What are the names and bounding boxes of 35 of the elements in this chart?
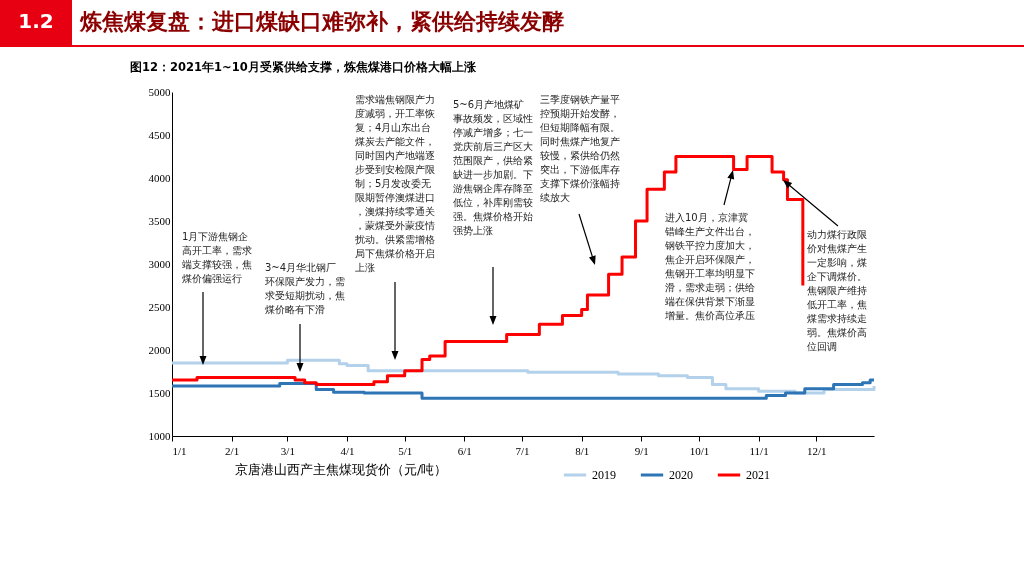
y-tick-label: 5000 bbox=[148, 85, 171, 98]
x-tick-label: 6/1 bbox=[457, 444, 472, 457]
annotation: 1月下游焦钢企高开工率，需求端支撑较强，焦煤价偏强运行 bbox=[182, 231, 252, 284]
chart-subtitle: 图12：2021年1~10月受紧供给支撑，炼焦煤港口价格大幅上涨 bbox=[130, 60, 477, 74]
x-tick-label: 4/1 bbox=[340, 444, 355, 457]
x-tick-label: 1/1 bbox=[172, 444, 187, 457]
y-tick-label: 3000 bbox=[148, 257, 171, 270]
legend-label: 2021 bbox=[746, 468, 770, 482]
x-axis-title: 京唐港山西产主焦煤现货价（元/吨） bbox=[235, 462, 448, 477]
x-tick-label: 11/1 bbox=[749, 444, 769, 457]
y-tick-label: 2000 bbox=[148, 343, 171, 356]
x-tick-label: 3/1 bbox=[280, 444, 295, 457]
x-tick-label: 8/1 bbox=[575, 444, 590, 457]
text: 1.2 bbox=[18, 9, 54, 33]
x-tick-label: 10/1 bbox=[689, 444, 710, 457]
annotation: 进入10月，京津冀错峰生产文件出台，钢铁平控力度加大，焦企开启环保限产，焦钢开工率均明显下滑，需求走弱；供给端在保供背景下渐显增量。焦价高位承压 bbox=[664, 212, 755, 321]
text: 5~6月产地煤矿事故频发，区域性停减产增多；七一党庆前后三产区大范围限产，供给紧缺进一步加剧。下游焦钢企库存降至低位，补库刚需较强。焦煤价格开始强势上涨 bbox=[453, 99, 533, 236]
annotation: 三季度钢铁产量平控预期开始发酵，但短期降幅有限。同时焦煤产地复产较慢，紧供给仍然突出，下游低库存支撑下煤价涨幅持续放大 bbox=[540, 94, 620, 203]
y-tick-label: 4500 bbox=[148, 128, 171, 141]
legend-label: 2020 bbox=[669, 468, 693, 482]
y-tick-label: 1500 bbox=[148, 386, 171, 399]
y-tick-label: 3500 bbox=[148, 214, 171, 227]
x-tick-label: 7/1 bbox=[515, 444, 530, 457]
x-tick-label: 9/1 bbox=[634, 444, 649, 457]
y-tick-label: 2500 bbox=[148, 300, 171, 313]
annotation: 3~4月华北钢厂环保限产发力，需求受短期扰动，焦煤价略有下滑 bbox=[265, 262, 345, 315]
text: 需求端焦钢限产力度减弱，开工率恢复；4月山东出台煤炭去产能文件，同时国内产地端逐步受到安检限产限制；5月发改委无限期暂停澳煤进口，澳煤持续零通关，蒙煤受外蒙疫情扰动。供紧需增格局下焦煤价格开启上涨 bbox=[355, 94, 435, 273]
x-tick-label: 2/1 bbox=[225, 444, 240, 457]
x-tick-label: 12/1 bbox=[807, 444, 827, 457]
chart-title: 炼焦煤复盘：进口煤缺口难弥补，紧供给持续发酵 bbox=[79, 9, 564, 34]
y-tick-label: 4000 bbox=[148, 171, 171, 184]
y-tick-label: 1000 bbox=[148, 429, 171, 442]
x-tick-label: 5/1 bbox=[398, 444, 413, 457]
text: 动力煤行政限价对焦煤产生一定影响，煤企下调煤价。焦钢限产维持低开工率，焦煤需求持续走弱。焦煤价高位回调 bbox=[807, 229, 867, 352]
legend-label: 2019 bbox=[592, 468, 616, 482]
